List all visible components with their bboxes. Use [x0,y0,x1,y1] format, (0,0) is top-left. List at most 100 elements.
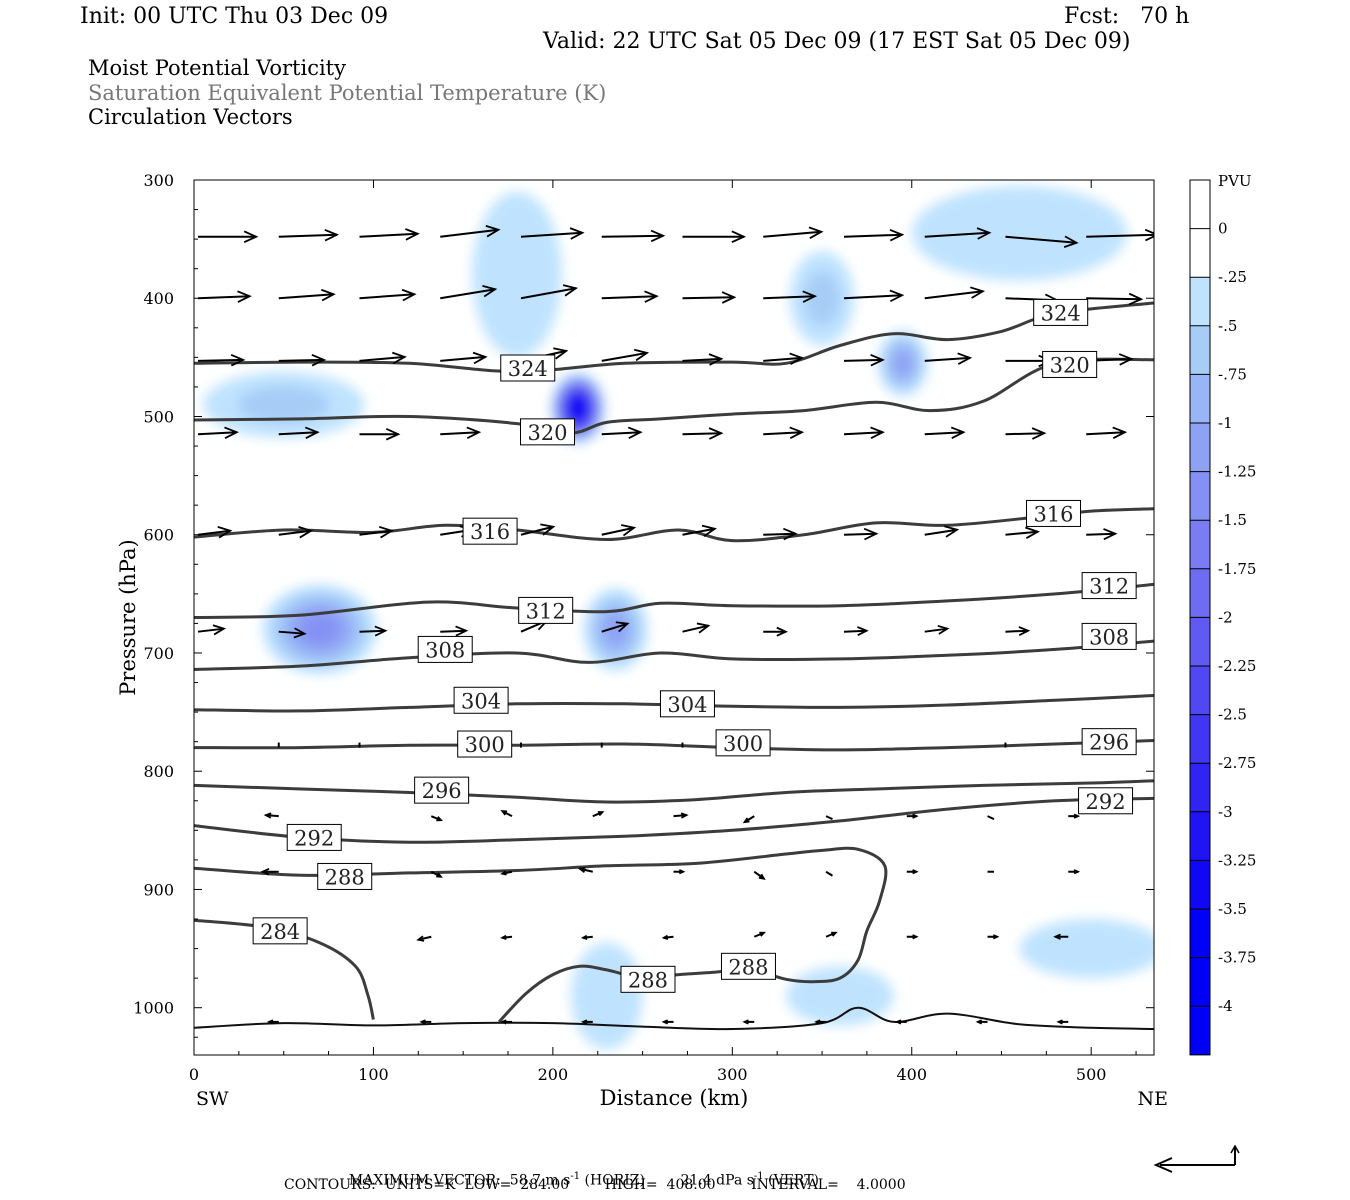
pv-level-2 [570,942,643,1050]
x-axis-title: Distance (km) [600,1086,749,1110]
circulation-vector [924,286,986,300]
circulation-vector [278,353,327,367]
colorbar-cell [1190,423,1210,473]
circulation-vector [825,815,833,821]
circulation-vector [682,427,724,440]
circulation-vector [197,426,239,440]
circulation-vector [197,525,233,539]
svg-text:320: 320 [1050,353,1090,377]
circulation-vector [924,426,966,440]
colorbar-cell [1190,811,1210,861]
colorbar-cell [1190,617,1210,667]
circulation-vector [440,224,501,238]
contour-label: 300 [715,729,771,757]
circulation-vector [843,527,879,541]
circulation-vector [430,870,443,878]
y-axis-title: Pressure (hPa) [116,539,140,695]
circulation-vector [1086,228,1154,242]
circulation-vector [198,230,259,243]
max-vector-horiz: 58.7 m s [509,1172,571,1189]
pv-level-3 [237,385,331,424]
circulation-vector [278,288,336,302]
svg-text:288: 288 [325,865,365,889]
contour-316 [194,507,1154,543]
svg-text:284: 284 [260,920,300,944]
y-tick-label: 600 [143,526,174,545]
circulation-vector [440,351,488,365]
colorbar-cell [1190,666,1210,716]
y-tick-label: 500 [143,407,174,426]
circulation-vector [742,1019,755,1025]
max-vector-line: MAXIMUM VECTOR: 58.7 m s-1 (HORIZ) 21.4 … [340,1158,819,1188]
contour-label: 308 [417,635,473,663]
axes: 300 400 500 600 700 800 900 1000 0 100 200 300 400 50… [116,171,1168,1110]
circulation-vector [1086,292,1144,306]
colorbar-cell [1190,860,1210,910]
circulation-vector [763,352,805,366]
circulation-vector [500,1019,513,1025]
field-title-pv: Moist Potential Vorticity [88,56,346,80]
contour-label: 316 [462,517,518,545]
circulation-vector [440,284,498,300]
valid-time: Valid: 22 UTC Sat 05 Dec 09 (17 EST Sat … [543,29,1131,54]
circulation-vector [924,227,992,240]
circulation-vector [1005,626,1031,636]
circulation-vector [1005,526,1040,539]
colorbar-tick-label: -1.5 [1218,511,1247,529]
circulation-vector [763,226,824,239]
circulation-vector [197,353,246,367]
circulation-vector [592,811,605,818]
circulation-vector [601,426,643,440]
colorbar-tick-label: -3.5 [1218,900,1247,918]
circulation-vector [763,626,789,637]
circulation-vector [894,1019,907,1025]
contour-label: 288 [317,862,373,890]
pv-region [202,371,365,438]
contour-label: 324 [500,354,556,382]
circulation-vector [500,810,513,818]
circulation-vector [924,624,950,635]
vert-suffix: (VERT) [763,1172,820,1189]
colorbar-tick-label: 0 [1218,220,1228,238]
pv-region [789,250,855,346]
y-tick-label: 400 [143,289,174,308]
circulation-vector [924,352,973,365]
circulation-vector [419,1019,432,1025]
svg-text:308: 308 [1089,625,1129,649]
x-tick-label: 100 [358,1065,389,1084]
pv-level-6 [301,614,338,644]
forecast-hour: Fcst: 70 h [1064,4,1190,29]
contour-label: 284 [252,917,308,945]
colorbar-tick-label: -2.5 [1218,706,1247,724]
svg-text:288: 288 [728,955,768,979]
contour-320 [194,357,1154,435]
svg-text:300: 300 [723,732,763,756]
svg-text:320: 320 [527,421,567,445]
theta-es-contours [194,301,1154,1023]
unit-exponent: -1 [753,1171,764,1182]
colorbar-tick-label: -2.25 [1218,657,1256,675]
svg-text:312: 312 [1089,575,1129,599]
pv-level-2 [911,185,1128,281]
pv-level-5 [603,614,628,645]
circulation-vector [359,525,394,539]
circulation-vector [987,934,1000,940]
contour-label: 304 [659,690,715,718]
contour-296 [194,779,1154,804]
contour-292 [194,796,1154,844]
colorbar-cell [1190,228,1210,278]
x-tick-label: 400 [896,1065,927,1084]
circulation-vector [682,353,724,366]
svg-text:324: 324 [508,357,548,381]
colorbar-tick-label: -3.25 [1218,851,1256,869]
circulation-vector [924,525,960,538]
y-tick-label: 1000 [133,999,174,1018]
contour-label: 312 [1081,572,1137,600]
field-title-vectors: Circulation Vectors [88,105,293,129]
circulation-vector [673,812,689,819]
circulation-vector [1005,235,1079,248]
circulation-vector [278,426,320,440]
circulation-vector [1068,869,1081,875]
circulation-vector [601,621,630,633]
